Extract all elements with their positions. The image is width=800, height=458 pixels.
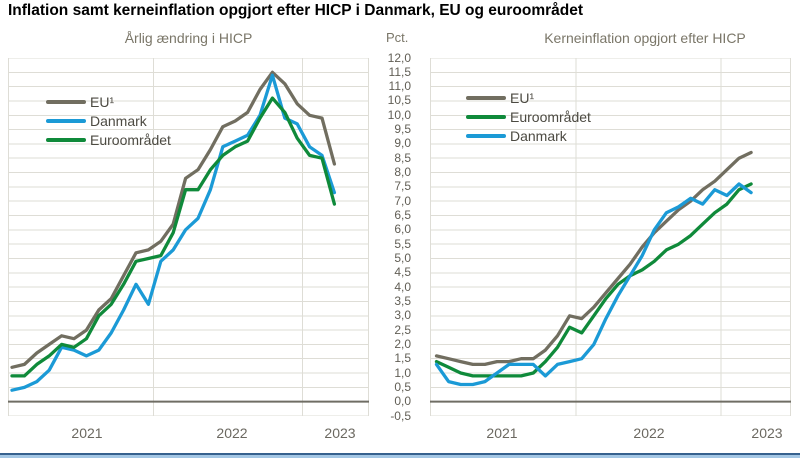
legend-label: Euroområdet — [90, 131, 171, 148]
y-tick-label: 7,5 — [394, 179, 411, 194]
legend-item: EU¹ — [466, 88, 591, 107]
y-tick-label: 4,5 — [394, 265, 411, 280]
series-line-eu — [434, 150, 753, 367]
y-tick-label: 5,5 — [394, 236, 411, 251]
y-tick-label: 11,0 — [388, 79, 411, 94]
y-tick-label: 4,0 — [394, 279, 411, 294]
legend-label: EU¹ — [90, 93, 115, 110]
legend-label: Euroområdet — [510, 108, 591, 125]
y-tick-label: 2,5 — [394, 322, 411, 337]
y-tick-label: 10,0 — [387, 107, 411, 122]
left-chart-plot — [8, 58, 369, 416]
y-axis-tick-labels: 12,0 11,5 11,0 10,5 10,0 9,5 9,0 8,5 8,0 7,5 7,0 6,… — [368, 0, 413, 458]
y-tick-label: 0,0 — [394, 394, 411, 409]
x-tick-label: 2021 — [71, 425, 103, 441]
figure-title: Inflation samt kerneinflation opgjort ef… — [8, 2, 584, 19]
legend-label: Danmark — [90, 112, 147, 129]
right-chart-legend: EU¹ Euroområdet Danmark — [466, 88, 591, 145]
legend-swatch — [466, 133, 506, 138]
y-tick-label: 6,0 — [394, 222, 411, 237]
gridlines — [8, 58, 369, 416]
y-tick-label: 6,5 — [394, 208, 411, 223]
x-tick-label: 2021 — [486, 425, 518, 441]
x-tick-label: 2023 — [751, 425, 783, 441]
y-tick-label: 10,5 — [387, 93, 411, 108]
series-line-euroomrdet — [10, 96, 337, 378]
y-tick-label: 3,0 — [394, 308, 411, 323]
series-line-euroomrdet — [434, 182, 753, 378]
y-tick-label: 2,0 — [394, 336, 411, 351]
y-tick-label: 3,5 — [394, 293, 411, 308]
y-tick-label: 9,0 — [394, 136, 411, 151]
y-tick-label: 12,0 — [387, 50, 411, 65]
x-tick-label: 2023 — [324, 425, 356, 441]
series-line-danmark — [10, 73, 337, 392]
left-chart-legend: EU¹ Danmark Euroområdet — [46, 92, 171, 149]
y-tick-label: 7,0 — [394, 193, 411, 208]
legend-swatch — [46, 137, 86, 142]
legend-item: Danmark — [466, 126, 591, 145]
x-tick-label: 2022 — [216, 425, 248, 441]
legend-label: EU¹ — [510, 89, 535, 106]
bottom-accent-light-line — [0, 455, 800, 458]
y-tick-label: 1,5 — [394, 351, 411, 366]
legend-item: Euroområdet — [46, 130, 171, 149]
y-tick-label: 8,0 — [394, 165, 411, 180]
legend-swatch — [466, 114, 506, 119]
legend-label: Danmark — [510, 127, 567, 144]
left-chart-subtitle: Årlig ændring i HICP — [124, 30, 253, 46]
bottom-accent-dark-line — [0, 453, 800, 455]
legend-swatch — [46, 118, 86, 123]
legend-swatch — [46, 99, 86, 104]
y-tick-label: 9,5 — [394, 122, 411, 137]
legend-item: Danmark — [46, 111, 171, 130]
x-tick-label: 2022 — [633, 425, 665, 441]
right-chart-subtitle: Kerneinflation opgjort efter HICP — [544, 30, 746, 46]
y-tick-label: -0,5 — [390, 408, 411, 423]
y-axis-unit-label: Pct. — [386, 30, 409, 45]
legend-swatch — [466, 95, 506, 100]
series-line-danmark — [434, 182, 753, 387]
right-chart-plot — [430, 58, 791, 416]
y-tick-label: 1,0 — [394, 365, 411, 380]
y-tick-label: 11,5 — [388, 64, 411, 79]
bottom-accent-bar — [0, 453, 800, 458]
y-tick-label: 0,5 — [394, 379, 411, 394]
y-tick-label: 5,0 — [394, 250, 411, 265]
series-line-eu — [10, 70, 337, 369]
legend-item: Euroområdet — [466, 107, 591, 126]
y-tick-label: 8,5 — [394, 150, 411, 165]
legend-item: EU¹ — [46, 92, 171, 111]
gridlines — [430, 58, 791, 416]
